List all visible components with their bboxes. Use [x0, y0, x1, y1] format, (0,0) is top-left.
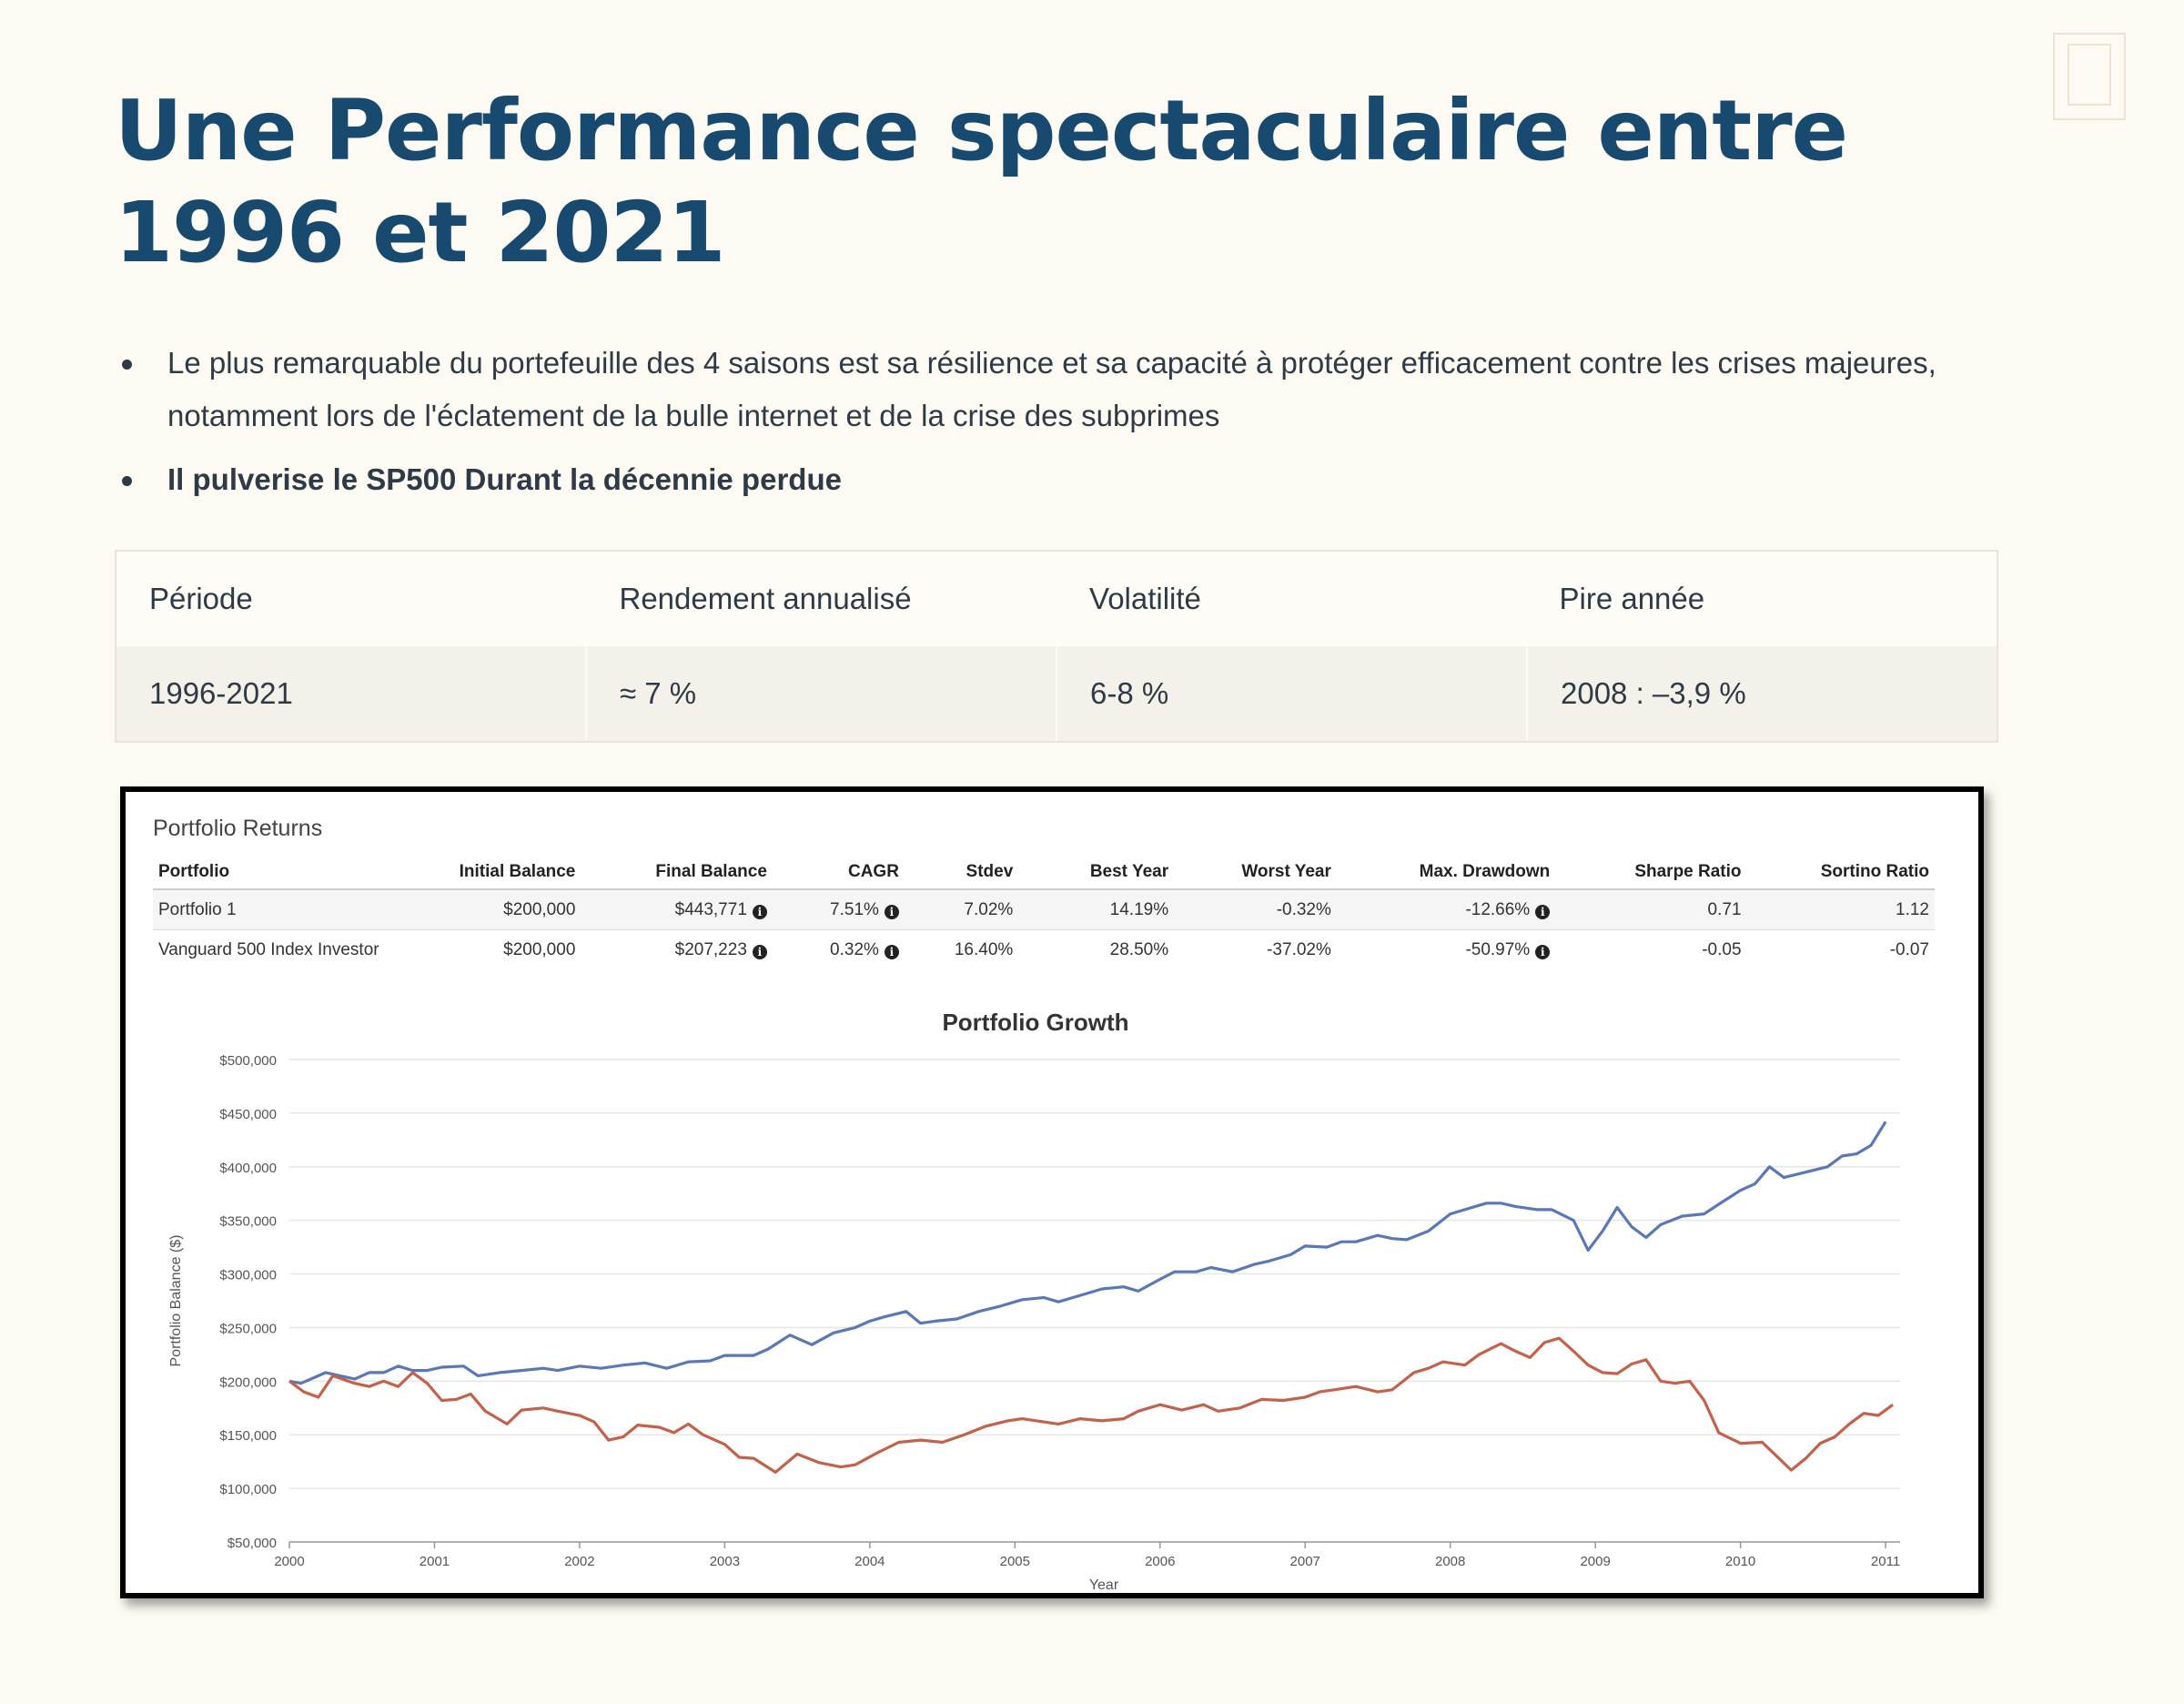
returns-cell: $200,000 — [503, 939, 576, 959]
returns-cell: 0.32% i — [773, 930, 905, 970]
info-icon[interactable]: i — [884, 904, 899, 919]
returns-header: Max. Drawdown — [1336, 856, 1556, 890]
returns-header: Worst Year — [1174, 856, 1337, 890]
y-tick-label: $150,000 — [219, 1428, 277, 1444]
returns-header: CAGR — [772, 856, 905, 890]
stats-table: Période Rendement annualisé Volatilité P… — [115, 550, 1998, 743]
page-title: Une Performance spectaculaire entre 1996… — [115, 82, 1848, 281]
x-tick-label: 2005 — [1000, 1554, 1030, 1569]
stats-header-cell: Pire année — [1559, 582, 1705, 615]
stats-data-cell: 1996-2021 — [116, 646, 587, 741]
bullet-item: Le plus remarquable du portefeuille des … — [115, 337, 1980, 442]
y-tick-label: $300,000 — [219, 1268, 277, 1283]
info-icon[interactable]: i — [1535, 944, 1551, 959]
returns-row: Portfolio 1 $200,000 $443,771 i 7.51% i 7.… — [153, 889, 1935, 930]
y-tick-label: $350,000 — [219, 1214, 277, 1230]
stats-header-cell: Période — [149, 582, 253, 615]
y-tick-label: $100,000 — [219, 1482, 277, 1497]
portfolio-returns-title: Portfolio Returns — [153, 816, 323, 841]
info-icon[interactable]: i — [752, 904, 767, 919]
info-icon[interactable]: i — [1535, 904, 1551, 919]
x-tick-label: 2006 — [1145, 1554, 1175, 1569]
returns-header: Sortino Ratio — [1746, 856, 1935, 890]
returns-row: Vanguard 500 Index Investor $200,000 $20… — [153, 930, 1935, 970]
returns-cell: -0.05 — [1702, 939, 1742, 959]
info-icon[interactable]: i — [752, 944, 767, 959]
returns-cell: 1.12 — [1746, 889, 1935, 930]
x-axis-label: Year — [1089, 1577, 1119, 1593]
returns-cell: 28.50% — [1109, 939, 1169, 959]
stats-header-row: Période Rendement annualisé Volatilité P… — [116, 552, 1997, 646]
returns-cell: -50.97% i — [1337, 930, 1555, 970]
stats-data-cell: 2008 : –3,9 % — [1561, 676, 1746, 710]
returns-table: Portfolio Initial Balance Final Balance … — [153, 856, 1935, 969]
brand-logo — [2053, 33, 2126, 120]
y-tick-label: $450,000 — [219, 1107, 277, 1122]
returns-cell: 7.02% — [904, 889, 1019, 930]
x-tick-label: 2007 — [1290, 1554, 1320, 1569]
returns-header: Stdev — [904, 856, 1019, 890]
returns-header: Best Year — [1018, 856, 1175, 890]
stats-data-row: 1996-2021 ≈ 7 % 6-8 % 2008 : –3,9 % — [116, 646, 1997, 741]
x-tick-label: 2009 — [1580, 1554, 1610, 1569]
returns-cell: 0.71 — [1555, 889, 1747, 930]
stats-data-cell: 6-8 % — [1057, 646, 1528, 741]
returns-cell: $443,771 i — [581, 889, 773, 930]
x-tick-label: 2010 — [1725, 1554, 1755, 1569]
returns-header-row: Portfolio Initial Balance Final Balance … — [153, 856, 1935, 890]
x-tick-label: 2008 — [1435, 1554, 1465, 1569]
returns-header: Portfolio — [153, 856, 435, 890]
chart-title: Portfolio Growth — [942, 1009, 1128, 1036]
returns-cell: 16.40% — [954, 939, 1014, 959]
stats-header-cell: Rendement annualisé — [619, 582, 912, 615]
returns-cell: 7.51% i — [772, 889, 905, 930]
bullet-item-strong: Il pulverise le SP500 Durant la décennie… — [115, 453, 1980, 506]
series-line-vanguard-500 — [288, 1336, 1894, 1475]
x-tick-label: 2001 — [420, 1554, 450, 1569]
y-tick-label: $250,000 — [219, 1321, 277, 1336]
x-tick-label: 2002 — [564, 1554, 594, 1569]
bullet-list: Le plus remarquable du portefeuille des … — [115, 337, 1980, 517]
returns-cell: $207,223 i — [581, 930, 773, 970]
returns-header: Final Balance — [581, 856, 773, 890]
y-axis-label: Portfolio Balance ($) — [168, 1235, 184, 1367]
returns-header: Initial Balance — [434, 856, 581, 890]
y-tick-label: $500,000 — [219, 1053, 277, 1069]
x-tick-label: 2000 — [274, 1554, 304, 1569]
returns-cell: Vanguard 500 Index Investor — [158, 939, 379, 959]
x-tick-label: 2004 — [854, 1554, 885, 1569]
returns-cell: -37.02% — [1267, 939, 1331, 959]
x-tick-label: 2003 — [710, 1554, 740, 1569]
series-line-portfolio-1 — [288, 1121, 1887, 1385]
x-tick-label: 2011 — [1871, 1554, 1900, 1569]
stats-header-cell: Volatilité — [1089, 582, 1201, 615]
returns-cell: 14.19% — [1018, 889, 1175, 930]
stats-data-cell: ≈ 7 % — [587, 646, 1057, 741]
y-tick-label: $400,000 — [219, 1161, 277, 1176]
returns-header: Sharpe Ratio — [1555, 856, 1747, 890]
returns-cell: Portfolio 1 — [153, 889, 435, 930]
returns-cell: -12.66% i — [1336, 889, 1556, 930]
returns-cell: $200,000 — [434, 889, 581, 930]
returns-cell: -0.07 — [1889, 939, 1929, 959]
returns-cell: -0.32% — [1174, 889, 1337, 930]
portfolio-growth-chart: Portfolio Growth $50,000 $100,000 $150,000 $… — [168, 1009, 1900, 1593]
y-tick-label: $50,000 — [228, 1536, 277, 1551]
portfolio-screenshot: Portfolio Returns Portfolio Initial Bala… — [120, 786, 1984, 1598]
info-icon[interactable]: i — [884, 944, 899, 959]
y-tick-label: $200,000 — [219, 1374, 277, 1390]
